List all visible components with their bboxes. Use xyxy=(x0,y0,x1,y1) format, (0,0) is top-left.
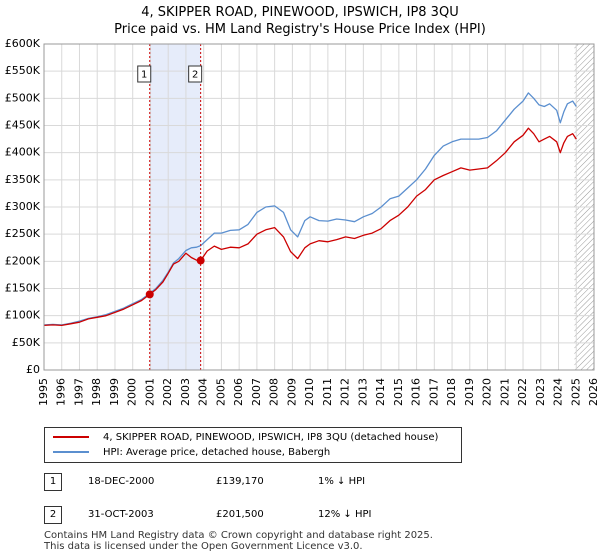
sale-number-label: 2 xyxy=(192,70,198,81)
x-tick-label: 2003 xyxy=(179,378,192,406)
sale-number-badge: 1 xyxy=(44,473,62,491)
x-tick-label: 2015 xyxy=(392,378,405,406)
sale-number-label: 1 xyxy=(141,70,147,81)
sale-date: 31-OCT-2003 xyxy=(88,509,154,520)
sale-price: £139,170 xyxy=(216,476,264,487)
y-tick-label: £300K xyxy=(5,200,41,213)
legend-swatch-property xyxy=(53,436,89,438)
y-tick-label: £350K xyxy=(5,173,41,186)
x-tick-label: 2004 xyxy=(197,378,210,406)
sale-price: £201,500 xyxy=(216,509,264,520)
footer: Contains HM Land Registry data © Crown c… xyxy=(44,530,433,552)
x-tick-label: 2009 xyxy=(285,378,298,406)
x-tick-label: 2002 xyxy=(161,378,174,406)
x-tick-label: 2016 xyxy=(410,378,423,406)
price-chart: 1 2 1995 1996 1997 1998 1999 2000 2001 2002 2003 2… xyxy=(5,37,600,406)
x-tick-label: 2010 xyxy=(303,378,316,406)
x-tick-label: 1996 xyxy=(55,378,68,406)
x-tick-label: 2012 xyxy=(339,378,352,406)
x-tick-label: 2022 xyxy=(516,378,529,406)
y-tick-label: £550K xyxy=(5,64,41,77)
y-tick-label: £50K xyxy=(12,336,41,349)
x-tick-label: 2008 xyxy=(268,378,281,406)
y-tick-label: £100K xyxy=(5,309,41,322)
chart-legend: 4, SKIPPER ROAD, PINEWOOD, IPSWICH, IP8 … xyxy=(44,427,462,463)
footer-licence: This data is licensed under the Open Gov… xyxy=(44,541,363,552)
x-tick-label: 2006 xyxy=(232,378,245,406)
x-tick-label: 1995 xyxy=(37,378,50,406)
x-tick-label: 2021 xyxy=(498,378,511,406)
x-tick-label: 2013 xyxy=(356,378,369,406)
y-tick-label: £400K xyxy=(5,146,41,159)
y-tick-label: £450K xyxy=(5,119,41,132)
y-tick-label: £0 xyxy=(26,363,40,376)
legend-swatch-hpi xyxy=(53,451,89,453)
sale-point xyxy=(196,256,205,265)
sale-number-badge: 2 xyxy=(44,506,62,524)
x-tick-label: 2001 xyxy=(143,378,156,406)
x-tick-label: 2020 xyxy=(481,378,494,406)
x-tick-label: 2014 xyxy=(374,378,387,406)
y-tick-label: £250K xyxy=(5,227,41,240)
sale-number-box xyxy=(137,65,152,83)
chart-title: 4, SKIPPER ROAD, PINEWOOD, IPSWICH, IP8 … xyxy=(0,4,600,38)
footer-copyright: Contains HM Land Registry data © Crown c… xyxy=(44,530,433,541)
x-tick-label: 2000 xyxy=(126,378,139,406)
sale-row: 2 31-OCT-2003 £201,500 12% ↓ HPI xyxy=(44,506,464,526)
sale-point xyxy=(145,290,154,299)
sale-hpi-diff: 1% ↓ HPI xyxy=(318,476,366,487)
y-tick-label: £150K xyxy=(5,282,41,295)
legend-item-hpi: HPI: Average price, detached house, Babe… xyxy=(53,445,330,459)
y-tick-label: £200K xyxy=(5,254,41,267)
plot-frame xyxy=(43,43,595,371)
x-tick-label: 2005 xyxy=(214,378,227,406)
chart-title-line2: Price paid vs. HM Land Registry's House … xyxy=(114,22,486,37)
sale-date: 18-DEC-2000 xyxy=(88,476,155,487)
x-tick-label: 2024 xyxy=(552,378,565,406)
y-tick-label: £600K xyxy=(5,37,41,50)
x-tick-label: 2023 xyxy=(534,378,547,406)
x-tick-label: 2025 xyxy=(569,378,582,406)
x-tick-label: 1999 xyxy=(108,378,121,406)
legend-item-property: 4, SKIPPER ROAD, PINEWOOD, IPSWICH, IP8 … xyxy=(53,430,438,444)
sale-number-box xyxy=(188,65,203,83)
legend-label-property: 4, SKIPPER ROAD, PINEWOOD, IPSWICH, IP8 … xyxy=(103,431,439,443)
x-tick-label: 2017 xyxy=(427,378,440,406)
legend-label-hpi: HPI: Average price, detached house, Babe… xyxy=(103,446,331,458)
x-tick-label: 2026 xyxy=(587,378,600,406)
x-tick-label: 2018 xyxy=(445,378,458,406)
x-tick-label: 1997 xyxy=(72,378,85,406)
x-tick-label: 2007 xyxy=(250,378,263,406)
x-tick-label: 2011 xyxy=(321,378,334,406)
sale-hpi-diff: 12% ↓ HPI xyxy=(318,509,372,520)
y-tick-label: £500K xyxy=(5,91,41,104)
sale-row: 1 18-DEC-2000 £139,170 1% ↓ HPI xyxy=(44,473,464,493)
chart-title-line1: 4, SKIPPER ROAD, PINEWOOD, IPSWICH, IP8 … xyxy=(141,5,459,20)
x-tick-label: 2019 xyxy=(463,378,476,406)
x-tick-label: 1998 xyxy=(90,378,103,406)
